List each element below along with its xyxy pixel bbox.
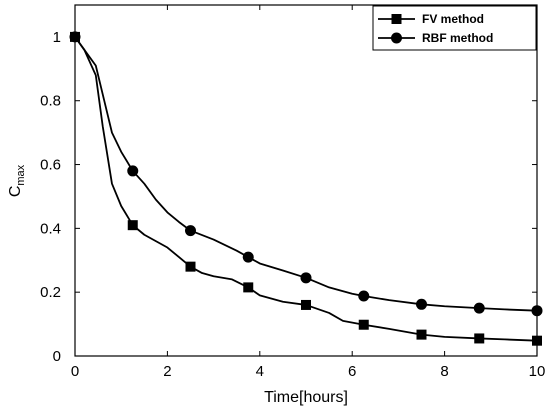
series-rbf bbox=[69, 31, 543, 317]
data-point-circle bbox=[473, 302, 485, 314]
data-point-circle bbox=[416, 298, 427, 310]
data-point-circle bbox=[531, 305, 543, 317]
data-point-square bbox=[532, 335, 542, 346]
legend-marker-circle bbox=[391, 32, 402, 44]
legend-entry: FV method bbox=[378, 12, 484, 26]
y-tick-label: 0.4 bbox=[40, 220, 61, 237]
legend-box bbox=[372, 5, 537, 51]
data-point-square bbox=[416, 329, 427, 340]
data-point-circle bbox=[69, 31, 81, 43]
data-point-square bbox=[243, 282, 254, 293]
plot-area bbox=[74, 4, 538, 357]
series-fv bbox=[70, 31, 542, 346]
x-tick-label: 2 bbox=[163, 363, 171, 380]
y-axis-label-main: C bbox=[7, 186, 24, 198]
y-axis-label-sub: max bbox=[15, 164, 27, 185]
data-point-square bbox=[127, 220, 138, 231]
series-line bbox=[74, 36, 538, 312]
data-point-circle bbox=[242, 251, 254, 263]
legend-entry: RBF method bbox=[378, 31, 493, 45]
plot-frame bbox=[74, 4, 538, 357]
x-axis-label: Time[hours] bbox=[264, 389, 348, 406]
legend-entries: FV method RBF method bbox=[378, 12, 493, 45]
legend: FV method RBF method bbox=[372, 5, 537, 51]
legend-marker-square bbox=[391, 14, 402, 24]
data-point-circle bbox=[185, 225, 196, 237]
legend-label: FV method bbox=[422, 12, 484, 26]
y-tick-label: 1 bbox=[53, 29, 61, 46]
legend-label: RBF method bbox=[422, 31, 493, 45]
x-tick-label: 8 bbox=[440, 363, 448, 380]
data-point-square bbox=[301, 299, 311, 310]
series-group bbox=[69, 31, 543, 346]
data-point-circle bbox=[127, 165, 139, 177]
y-tick-label: 0.2 bbox=[40, 284, 61, 301]
data-point-square bbox=[358, 319, 369, 330]
data-point-circle bbox=[300, 272, 312, 284]
y-axis-label: Cmax bbox=[7, 164, 27, 197]
data-point-circle bbox=[358, 290, 370, 302]
x-tick-label: 6 bbox=[348, 363, 356, 380]
x-tick-label: 10 bbox=[529, 363, 546, 380]
axis-labels: Time[hours] Cmax bbox=[7, 164, 348, 406]
y-tick-label: 0 bbox=[53, 348, 61, 365]
y-tick-label: 0.6 bbox=[40, 157, 61, 174]
data-point-square bbox=[185, 261, 196, 272]
series-line bbox=[74, 36, 538, 342]
y-tick-label: 0.8 bbox=[40, 93, 61, 110]
data-point-square bbox=[474, 333, 485, 344]
x-tick-label: 0 bbox=[71, 363, 79, 380]
x-tick-label: 4 bbox=[256, 363, 264, 380]
